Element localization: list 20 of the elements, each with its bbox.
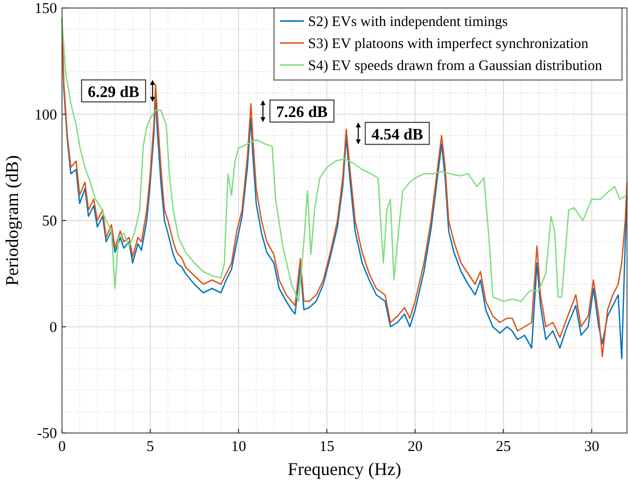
x-tick-label: 15 [319,439,334,455]
y-tick-label: 100 [34,107,57,124]
x-tick-label: 5 [146,439,154,455]
x-tick-label: 30 [584,439,600,455]
x-tick-label: 20 [408,439,423,455]
annotation: 4.54 dB [371,126,424,144]
legend-label: S3) EV platoons with imperfect synchronization [308,36,590,52]
annotation: 7.26 dB [276,104,328,122]
x-axis-title: Frequency (Hz) [288,459,402,479]
y-tick-label: 0 [50,320,57,336]
y-tick-label: 150 [34,1,57,17]
annotation: 6.29 dB [88,84,140,101]
line-series [61,18,628,302]
x-tick-label: 10 [231,439,246,455]
legend-label: S2) EVs with independent timings [308,14,508,30]
legend-label: S4) EV speeds drawn from a Gaussian distribution [308,58,603,74]
y-tick-label: -50 [37,426,57,442]
y-axis-title: Periodogram (dB) [2,155,22,286]
y-tick-label: 50 [42,214,57,230]
x-tick-label: 25 [496,439,511,455]
